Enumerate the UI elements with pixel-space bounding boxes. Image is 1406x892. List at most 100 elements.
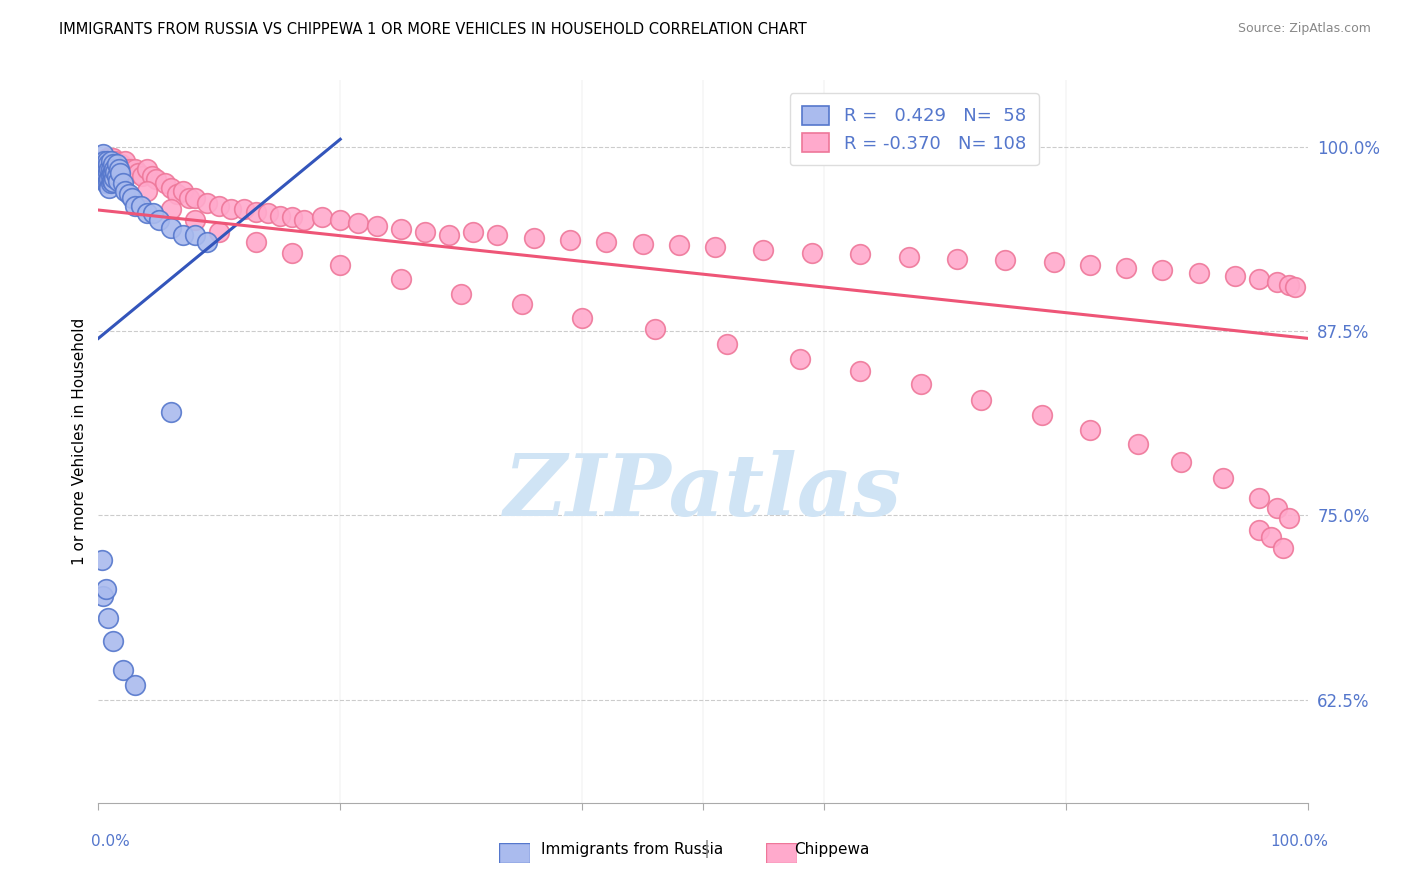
- Point: [98, 181, 121, 195]
- Point: [166, 186, 188, 201]
- Point: [704, 240, 727, 254]
- Point: [160, 181, 183, 195]
- Point: [571, 310, 593, 325]
- Point: [121, 191, 143, 205]
- Point: [1128, 437, 1150, 451]
- Point: [752, 243, 775, 257]
- Point: [179, 191, 201, 205]
- Point: [644, 322, 666, 336]
- Text: Source: ZipAtlas.com: Source: ZipAtlas.com: [1237, 22, 1371, 36]
- Point: [127, 166, 149, 180]
- Point: [96, 152, 118, 166]
- Point: [1115, 260, 1137, 275]
- Point: [93, 164, 115, 178]
- Point: [245, 204, 267, 219]
- Point: [486, 228, 509, 243]
- Point: [389, 222, 412, 236]
- Point: [101, 157, 124, 171]
- Point: [281, 245, 304, 260]
- Point: [1284, 279, 1306, 293]
- Point: [232, 202, 254, 216]
- Point: [437, 228, 460, 243]
- Point: [1223, 269, 1246, 284]
- Point: [100, 161, 122, 176]
- Point: [111, 663, 134, 677]
- Point: [897, 250, 920, 264]
- Text: Chippewa: Chippewa: [794, 842, 870, 856]
- Point: [96, 169, 118, 183]
- Point: [450, 287, 472, 301]
- Point: [96, 154, 118, 169]
- Point: [98, 161, 121, 176]
- Point: [1042, 254, 1064, 268]
- Point: [100, 166, 122, 180]
- Point: [1078, 423, 1101, 437]
- Point: [347, 216, 370, 230]
- Point: [93, 172, 115, 186]
- Point: [101, 166, 124, 180]
- Point: [1278, 511, 1301, 525]
- Point: [96, 161, 118, 176]
- Point: [100, 157, 122, 171]
- Text: 100.0%: 100.0%: [1271, 834, 1329, 849]
- Point: [97, 157, 120, 171]
- Point: [100, 163, 122, 178]
- Point: [101, 175, 124, 189]
- Point: [668, 238, 690, 252]
- Point: [256, 206, 278, 220]
- Point: [108, 161, 131, 176]
- Text: IMMIGRANTS FROM RUSSIA VS CHIPPEWA 1 OR MORE VEHICLES IN HOUSEHOLD CORRELATION C: IMMIGRANTS FROM RUSSIA VS CHIPPEWA 1 OR …: [59, 22, 807, 37]
- Point: [523, 231, 546, 245]
- Point: [311, 211, 333, 225]
- Text: Immigrants from Russia: Immigrants from Russia: [541, 842, 724, 856]
- Point: [849, 247, 872, 261]
- Text: ZIPatlas: ZIPatlas: [503, 450, 903, 534]
- Point: [413, 225, 436, 239]
- Point: [97, 164, 120, 178]
- Point: [129, 199, 152, 213]
- Point: [946, 252, 969, 266]
- Point: [269, 209, 291, 223]
- Point: [100, 177, 122, 191]
- Point: [118, 186, 141, 201]
- Point: [114, 184, 136, 198]
- Point: [463, 225, 485, 239]
- Point: [104, 164, 127, 178]
- Point: [160, 220, 183, 235]
- Point: [1278, 278, 1301, 293]
- Point: [118, 166, 141, 180]
- Point: [97, 166, 120, 180]
- Point: [108, 157, 131, 171]
- Point: [97, 611, 120, 625]
- Point: [1260, 530, 1282, 544]
- Point: [160, 202, 183, 216]
- Point: [1212, 471, 1234, 485]
- Point: [148, 213, 170, 227]
- Point: [1267, 275, 1289, 289]
- Point: [98, 172, 121, 186]
- Point: [172, 228, 194, 243]
- Point: [595, 235, 617, 250]
- Point: [145, 172, 167, 186]
- Point: [389, 272, 412, 286]
- Text: |: |: [704, 840, 710, 858]
- Point: [135, 184, 157, 198]
- Point: [101, 161, 124, 175]
- Point: [1031, 408, 1053, 422]
- Point: [93, 154, 115, 169]
- Point: [104, 154, 127, 169]
- Point: [849, 364, 872, 378]
- Point: [115, 161, 138, 176]
- Point: [108, 161, 131, 176]
- Point: [111, 177, 134, 191]
- Point: [94, 166, 117, 180]
- Point: [1272, 541, 1295, 555]
- Point: [142, 206, 165, 220]
- Point: [800, 245, 823, 260]
- Point: [716, 337, 738, 351]
- Point: [103, 161, 125, 176]
- Y-axis label: 1 or more Vehicles in Household: 1 or more Vehicles in Household: [72, 318, 87, 566]
- Point: [135, 161, 157, 176]
- Point: [994, 253, 1017, 268]
- Point: [1249, 523, 1271, 537]
